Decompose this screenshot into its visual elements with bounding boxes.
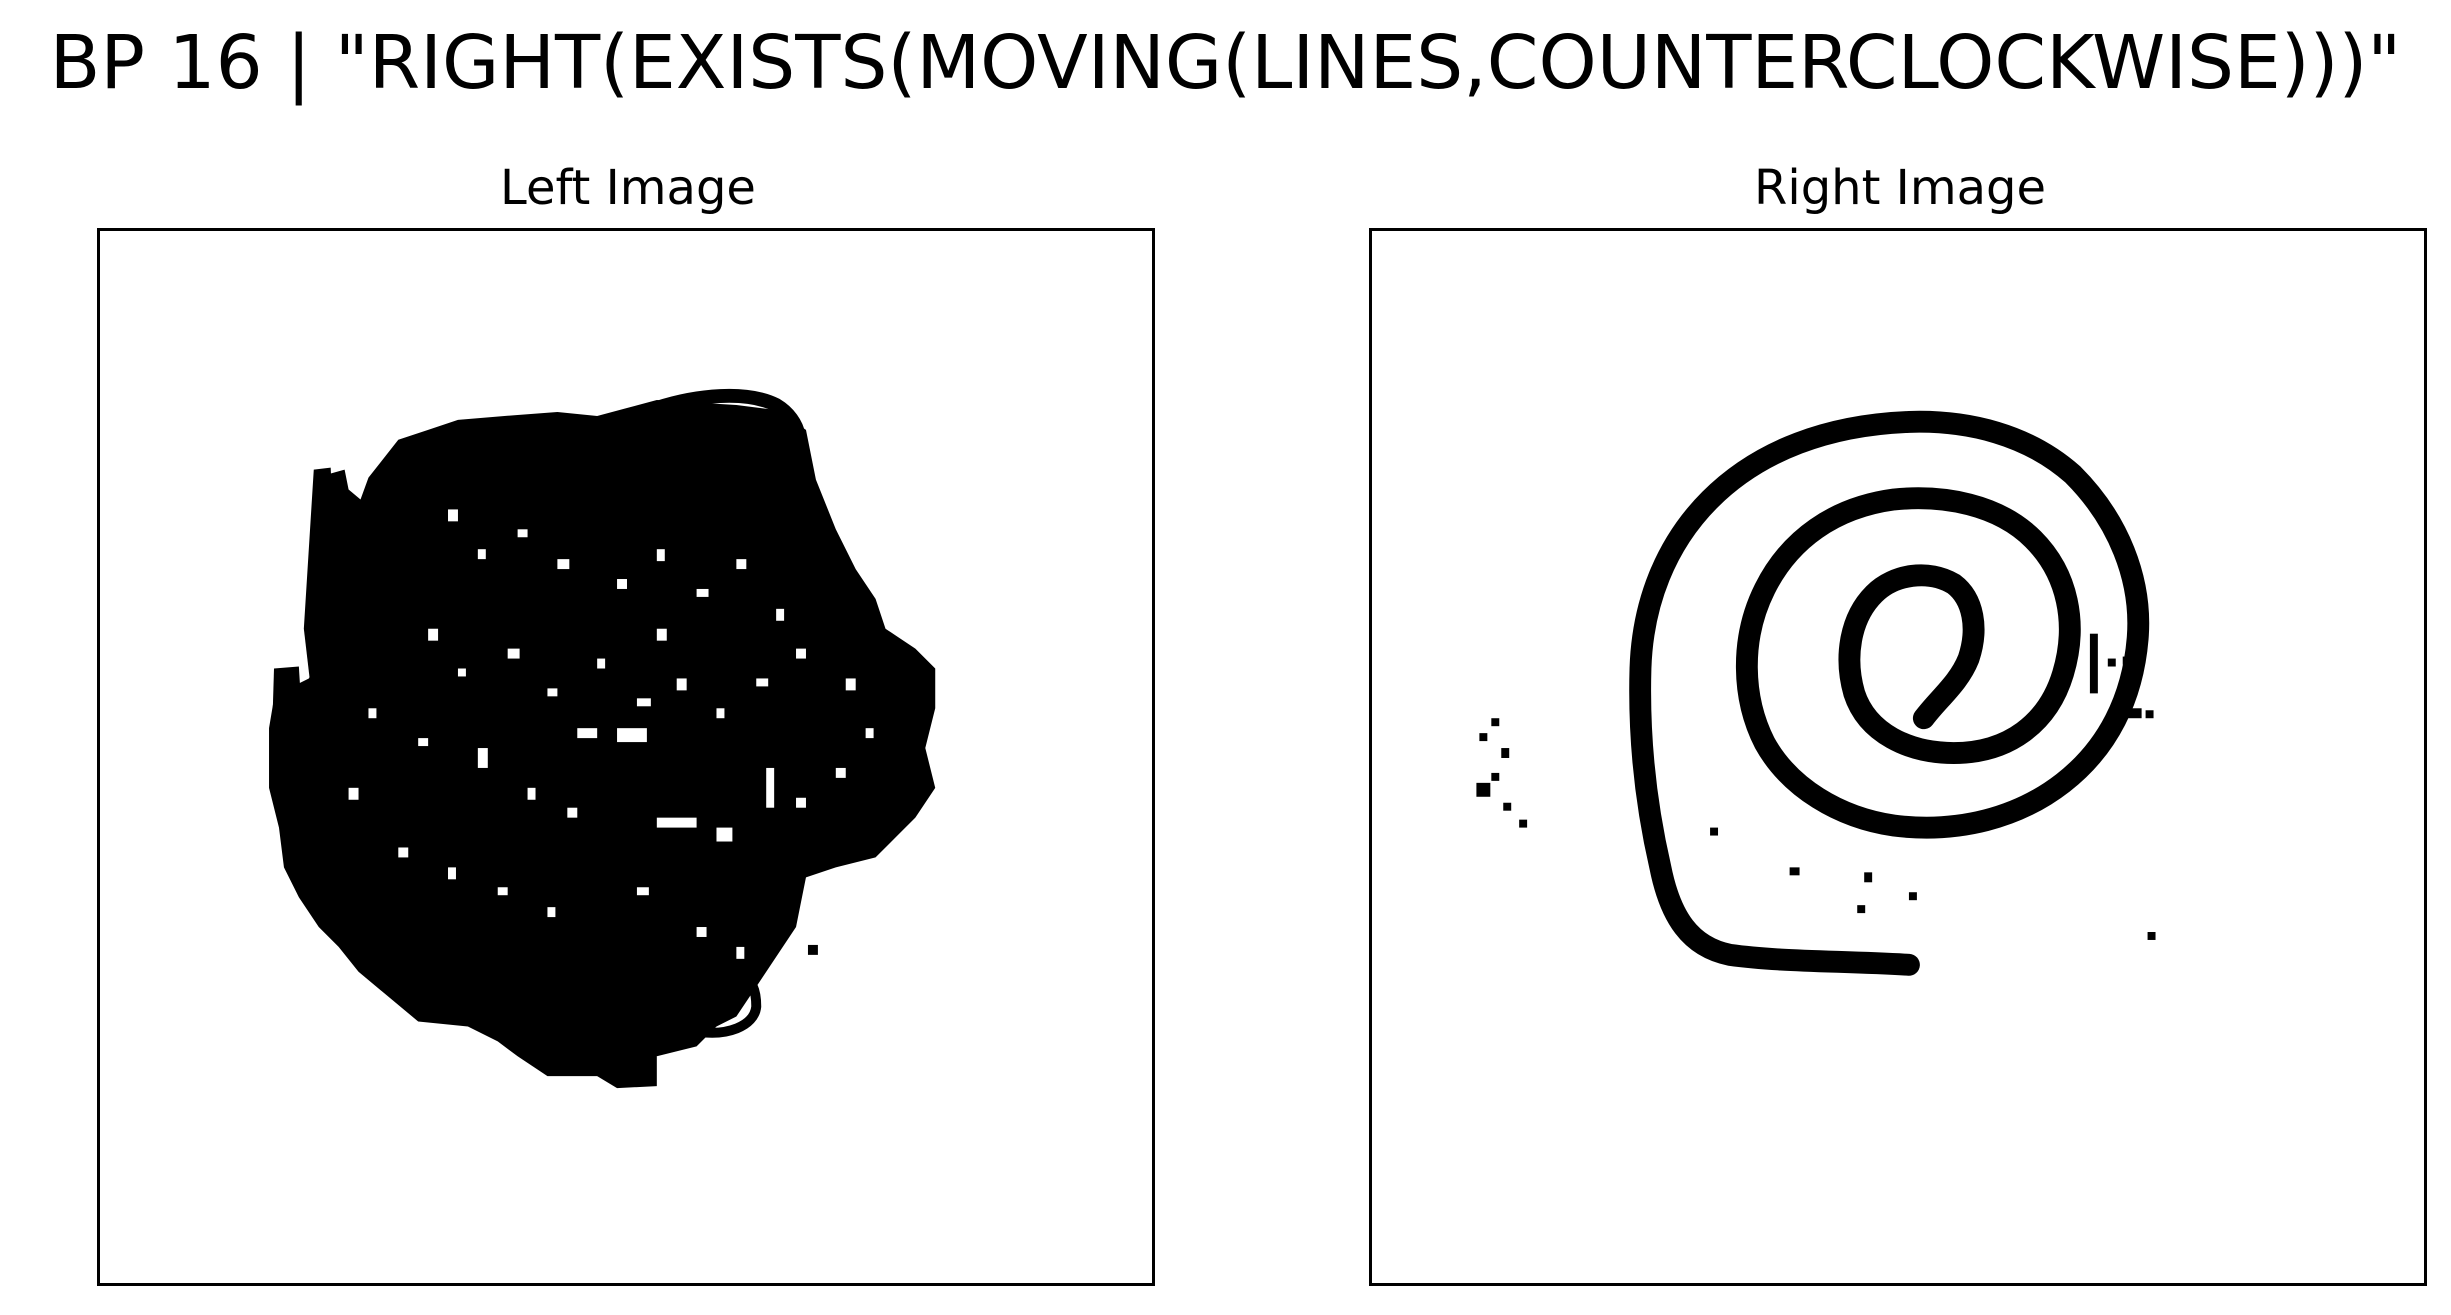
right-image-panel: [1369, 228, 2427, 1286]
right-image-spiral: [1476, 410, 2156, 976]
right-image-label: Right Image: [1754, 160, 2046, 216]
left-image-label: Left Image: [500, 160, 756, 216]
left-image-blob: [269, 388, 936, 1089]
left-image-panel: [97, 228, 1155, 1286]
figure-title: BP 16 | "RIGHT(EXISTS(MOVING(LINES,COUNT…: [49, 20, 2402, 106]
